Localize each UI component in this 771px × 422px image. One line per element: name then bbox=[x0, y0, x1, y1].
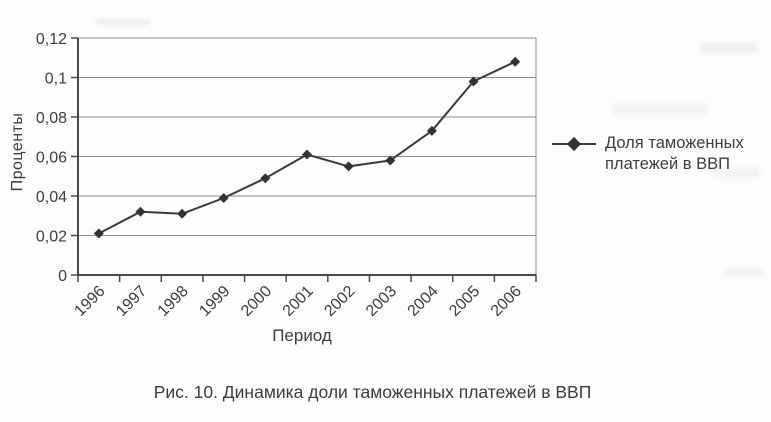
data-point-2000 bbox=[260, 173, 271, 184]
legend-series-marker-icon bbox=[552, 136, 596, 152]
x-tick-label: 2005 bbox=[446, 283, 483, 320]
x-tick-label: 2002 bbox=[321, 283, 358, 320]
scan-artifact bbox=[700, 42, 758, 53]
y-tick-label: 0,02 bbox=[36, 229, 67, 246]
data-point-2005 bbox=[468, 76, 479, 87]
y-tick-label: 0,08 bbox=[36, 110, 67, 127]
legend: Доля таможенных платежей в ВВП bbox=[552, 133, 744, 175]
series-line bbox=[98, 60, 516, 235]
x-tick-label: 1996 bbox=[71, 283, 108, 320]
scan-artifact bbox=[712, 168, 760, 178]
y-tick-label: 0 bbox=[58, 268, 67, 285]
y-tick-label: 0,1 bbox=[45, 71, 67, 88]
x-tick-label: 2000 bbox=[238, 283, 275, 320]
data-point-2001 bbox=[302, 149, 312, 160]
scan-artifact bbox=[724, 268, 764, 277]
data-point-2002 bbox=[343, 161, 354, 172]
y-tick-label: 0,12 bbox=[36, 31, 67, 48]
scan-artifact bbox=[612, 104, 708, 114]
data-point-1997 bbox=[135, 206, 146, 217]
data-point-2004 bbox=[426, 125, 437, 136]
x-tick-label: 2001 bbox=[280, 283, 317, 320]
y-tick-label: 0,06 bbox=[36, 150, 67, 167]
legend-label-line2: платежей в ВВП bbox=[605, 155, 730, 173]
x-tick-label: 2004 bbox=[405, 283, 442, 320]
data-point-2006 bbox=[510, 56, 521, 67]
x-tick-label: 1998 bbox=[155, 283, 192, 320]
data-point-1996 bbox=[93, 228, 104, 239]
data-point-1999 bbox=[218, 192, 229, 203]
x-axis-title: Период bbox=[272, 326, 332, 345]
y-tick-label: 0,04 bbox=[36, 189, 67, 206]
legend-label: Доля таможенных платежей в ВВП bbox=[605, 133, 744, 175]
figure-caption: Рис. 10. Динамика доли таможенных платеж… bbox=[153, 382, 592, 402]
y-axis-title: Проценты bbox=[9, 112, 26, 192]
x-tick-label: 2003 bbox=[363, 283, 400, 320]
data-point-1998 bbox=[177, 208, 188, 219]
legend-diamond-icon bbox=[566, 136, 582, 152]
line-chart: 0 0,02 0,04 0,06 0,08 0,1 0,12 1996 1997 1998 1999… bbox=[36, 31, 537, 320]
x-tick-label: 1999 bbox=[196, 283, 233, 320]
x-tick-label: 1997 bbox=[113, 283, 150, 320]
legend-label-line1: Доля таможенных bbox=[605, 134, 744, 152]
scan-artifact bbox=[96, 19, 150, 25]
data-point-2003 bbox=[385, 155, 396, 166]
x-tick-label: 2006 bbox=[488, 283, 525, 320]
